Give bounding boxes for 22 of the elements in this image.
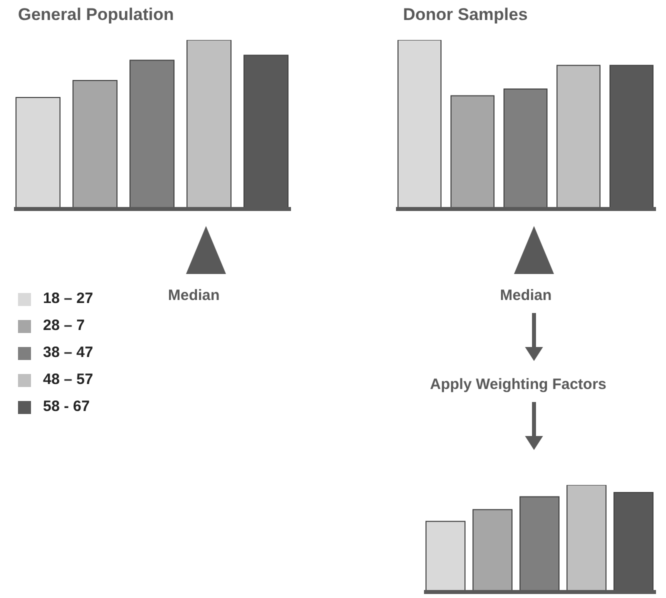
legend-label: 58 - 67 — [43, 398, 90, 415]
legend-label: 28 – 7 — [43, 317, 85, 334]
bar — [398, 40, 442, 209]
chart-title: General Population — [18, 5, 174, 25]
bar — [72, 80, 118, 209]
chart-title: Donor Samples — [403, 5, 528, 25]
bar — [426, 520, 466, 592]
bar — [130, 60, 174, 209]
bar — [16, 96, 60, 209]
text: Median — [168, 287, 220, 304]
bar — [556, 64, 600, 209]
legend-label: 48 – 57 — [43, 371, 94, 388]
legend-label: 18 – 27 — [43, 290, 94, 307]
bar — [186, 40, 232, 209]
bar — [520, 496, 560, 592]
bar — [566, 485, 606, 592]
bar — [450, 95, 494, 209]
bar — [472, 509, 512, 592]
bar — [504, 88, 548, 209]
text: Median — [500, 287, 552, 304]
legend-label: 38 – 47 — [43, 344, 94, 361]
text: Apply Weighting Factors — [430, 376, 606, 393]
